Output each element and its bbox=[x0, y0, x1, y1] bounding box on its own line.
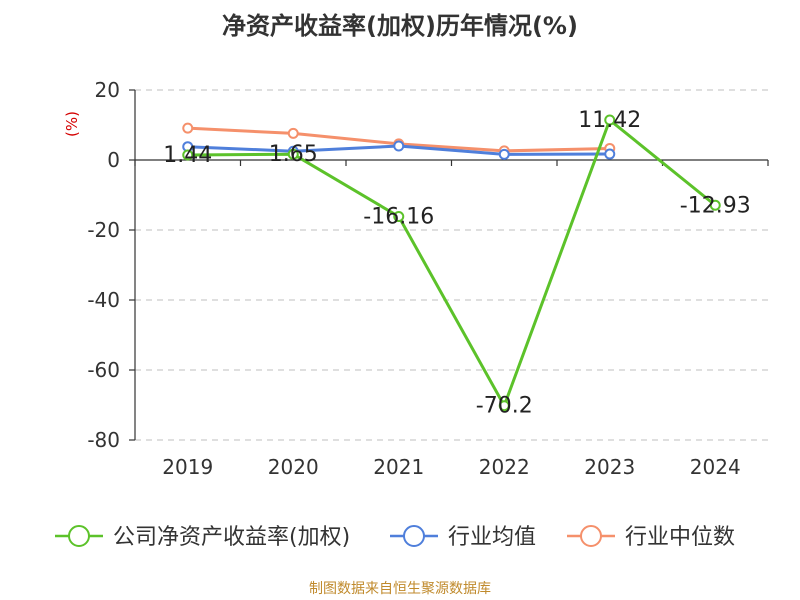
data-point bbox=[182, 149, 194, 161]
y-tick-label: -80 bbox=[87, 428, 120, 452]
data-point bbox=[287, 127, 299, 139]
data-label: -16.16 bbox=[363, 205, 434, 230]
x-tick-label: 2023 bbox=[584, 455, 635, 479]
y-tick-label: 0 bbox=[107, 148, 120, 172]
legend-label: 行业均值 bbox=[448, 525, 536, 550]
data-point bbox=[393, 211, 405, 223]
y-tick-label: -20 bbox=[87, 218, 120, 242]
data-label: 1.44 bbox=[163, 143, 212, 168]
data-point bbox=[709, 199, 721, 211]
data-label: 1.65 bbox=[269, 142, 318, 167]
legend-marker bbox=[580, 525, 602, 547]
data-label: -12.93 bbox=[680, 193, 751, 218]
data-point bbox=[182, 122, 194, 134]
y-axis-label: (%) bbox=[63, 111, 81, 137]
legend-label: 公司净资产收益率(加权) bbox=[113, 525, 350, 550]
data-point bbox=[604, 114, 616, 126]
data-label: -70.2 bbox=[476, 394, 533, 419]
legend-marker bbox=[68, 525, 90, 547]
data-point bbox=[498, 400, 510, 412]
x-tick-label: 2022 bbox=[479, 455, 530, 479]
legend-marker bbox=[403, 525, 425, 547]
data-label: 11.42 bbox=[578, 108, 641, 133]
y-tick-label: 20 bbox=[95, 78, 120, 102]
data-point bbox=[604, 148, 616, 160]
x-tick-label: 2021 bbox=[373, 455, 424, 479]
y-tick-label: -60 bbox=[87, 358, 120, 382]
y-tick-label: -40 bbox=[87, 288, 120, 312]
chart-title: 净资产收益率(加权)历年情况(%) bbox=[222, 12, 578, 40]
x-tick-label: 2019 bbox=[162, 455, 213, 479]
data-point bbox=[287, 148, 299, 160]
legend-label: 行业中位数 bbox=[625, 525, 735, 550]
x-tick-label: 2024 bbox=[690, 455, 741, 479]
x-tick-label: 2020 bbox=[268, 455, 319, 479]
data-point bbox=[393, 140, 405, 152]
source-footer: 制图数据来自恒生聚源数据库 bbox=[309, 581, 491, 597]
series-line bbox=[187, 118, 717, 408]
data-point bbox=[498, 148, 510, 160]
